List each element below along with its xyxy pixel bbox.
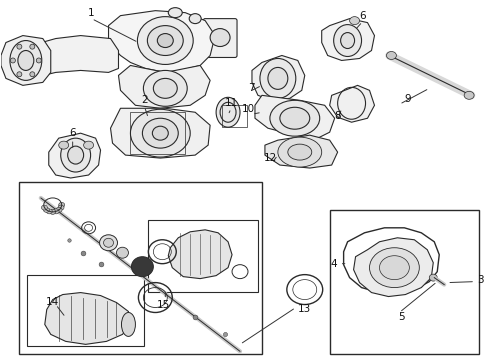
Ellipse shape bbox=[157, 33, 173, 48]
Text: 3: 3 bbox=[476, 275, 483, 285]
Ellipse shape bbox=[43, 207, 49, 212]
Text: 12: 12 bbox=[264, 153, 277, 163]
Polygon shape bbox=[254, 95, 334, 138]
Ellipse shape bbox=[131, 257, 153, 276]
Text: 11: 11 bbox=[224, 98, 237, 108]
Ellipse shape bbox=[277, 137, 321, 167]
Polygon shape bbox=[353, 238, 432, 297]
Ellipse shape bbox=[267, 67, 287, 89]
Ellipse shape bbox=[216, 97, 240, 127]
Ellipse shape bbox=[58, 205, 64, 210]
Ellipse shape bbox=[30, 44, 35, 49]
Polygon shape bbox=[329, 85, 374, 122]
Ellipse shape bbox=[100, 235, 117, 251]
Bar bbox=[130, 112, 185, 154]
Ellipse shape bbox=[130, 109, 190, 157]
Ellipse shape bbox=[153, 78, 177, 98]
Polygon shape bbox=[49, 133, 101, 178]
Text: 1: 1 bbox=[88, 8, 95, 18]
Text: 7: 7 bbox=[248, 84, 254, 93]
Ellipse shape bbox=[189, 14, 201, 24]
Ellipse shape bbox=[56, 207, 62, 212]
Polygon shape bbox=[264, 135, 337, 168]
Text: 8: 8 bbox=[334, 111, 340, 121]
Text: 13: 13 bbox=[297, 305, 310, 315]
Text: 9: 9 bbox=[403, 94, 410, 104]
Ellipse shape bbox=[147, 26, 183, 55]
Ellipse shape bbox=[59, 141, 68, 149]
Ellipse shape bbox=[137, 17, 193, 64]
Polygon shape bbox=[118, 66, 210, 108]
Text: 6: 6 bbox=[359, 11, 365, 21]
Ellipse shape bbox=[386, 51, 396, 59]
Ellipse shape bbox=[50, 210, 56, 214]
Ellipse shape bbox=[269, 100, 319, 136]
Bar bbox=[19, 182, 262, 354]
Ellipse shape bbox=[41, 205, 47, 210]
Text: 5: 5 bbox=[397, 312, 404, 323]
Text: 10: 10 bbox=[242, 104, 254, 114]
Ellipse shape bbox=[116, 247, 128, 258]
Bar bbox=[329, 210, 478, 354]
Ellipse shape bbox=[121, 312, 135, 336]
Ellipse shape bbox=[18, 50, 34, 71]
Polygon shape bbox=[251, 55, 304, 100]
Ellipse shape bbox=[67, 146, 83, 164]
Ellipse shape bbox=[428, 274, 436, 281]
Ellipse shape bbox=[260, 58, 295, 98]
Ellipse shape bbox=[142, 118, 178, 148]
Text: 4: 4 bbox=[329, 259, 336, 269]
Polygon shape bbox=[168, 230, 232, 279]
Ellipse shape bbox=[143, 71, 187, 106]
Ellipse shape bbox=[210, 28, 229, 46]
Ellipse shape bbox=[379, 256, 408, 280]
Ellipse shape bbox=[36, 58, 41, 63]
Ellipse shape bbox=[30, 72, 35, 77]
Ellipse shape bbox=[463, 91, 473, 99]
Bar bbox=[27, 275, 144, 346]
Polygon shape bbox=[1, 36, 51, 85]
Ellipse shape bbox=[83, 141, 93, 149]
Ellipse shape bbox=[340, 32, 354, 49]
Ellipse shape bbox=[333, 24, 361, 57]
Text: 15: 15 bbox=[156, 300, 170, 310]
Polygon shape bbox=[45, 293, 130, 345]
Ellipse shape bbox=[10, 58, 15, 63]
Polygon shape bbox=[108, 11, 215, 72]
Ellipse shape bbox=[152, 126, 168, 140]
Ellipse shape bbox=[17, 72, 22, 77]
Text: 6: 6 bbox=[69, 128, 76, 138]
Ellipse shape bbox=[59, 202, 64, 207]
Polygon shape bbox=[21, 36, 118, 78]
Ellipse shape bbox=[17, 44, 22, 49]
Ellipse shape bbox=[103, 238, 113, 247]
Ellipse shape bbox=[279, 107, 309, 129]
Text: 14: 14 bbox=[46, 297, 59, 306]
Text: 2: 2 bbox=[141, 95, 147, 105]
Ellipse shape bbox=[287, 144, 311, 160]
Polygon shape bbox=[110, 108, 210, 158]
Ellipse shape bbox=[46, 209, 52, 214]
Ellipse shape bbox=[349, 17, 359, 24]
Bar bbox=[148, 220, 258, 292]
Ellipse shape bbox=[53, 209, 59, 214]
Bar bbox=[222, 105, 246, 127]
Ellipse shape bbox=[369, 248, 419, 288]
Polygon shape bbox=[321, 19, 374, 60]
Ellipse shape bbox=[61, 138, 90, 172]
Ellipse shape bbox=[10, 41, 41, 80]
FancyBboxPatch shape bbox=[203, 19, 237, 58]
Ellipse shape bbox=[168, 8, 182, 18]
